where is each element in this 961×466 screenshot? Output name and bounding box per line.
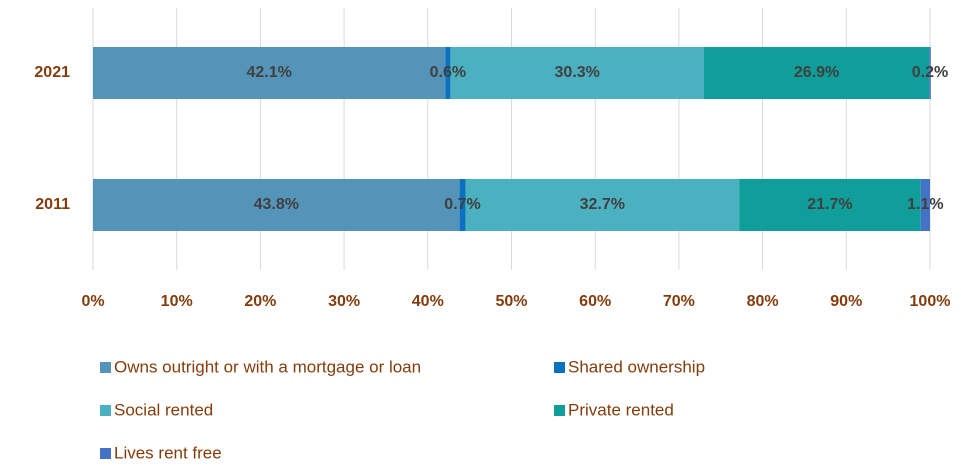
data-label: 0.2%	[912, 64, 948, 81]
bar-segment	[465, 179, 740, 231]
x-tick-label: 70%	[663, 293, 695, 310]
legend-swatch	[100, 448, 111, 459]
x-tick-label: 20%	[244, 293, 276, 310]
bar-segment	[93, 47, 446, 99]
data-label: 1.1%	[907, 196, 943, 213]
x-tick-label: 50%	[495, 293, 527, 310]
x-tick-label: 90%	[830, 293, 862, 310]
bar-segment	[450, 47, 705, 99]
category-label: 2011	[35, 196, 70, 213]
legend-swatch	[554, 405, 565, 416]
data-label: 21.7%	[807, 196, 852, 213]
legend-label: Owns outright or with a mortgage or loan	[114, 357, 421, 376]
x-tick-label: 0%	[81, 293, 104, 310]
data-label: 32.7%	[580, 196, 625, 213]
legend-swatch	[100, 362, 111, 373]
data-label: 43.8%	[254, 196, 299, 213]
x-tick-label: 100%	[910, 293, 951, 310]
data-label: 42.1%	[247, 64, 292, 81]
data-label: 26.9%	[794, 64, 839, 81]
x-tick-label: 30%	[328, 293, 360, 310]
x-tick-label: 80%	[747, 293, 779, 310]
bar-segment	[445, 47, 451, 99]
legend-label: Social rented	[114, 400, 213, 419]
bar-segment	[704, 47, 930, 99]
data-label: 0.7%	[444, 196, 480, 213]
bar-segment	[93, 179, 460, 231]
data-label: 30.3%	[555, 64, 600, 81]
bar-segment	[739, 179, 921, 231]
legend-swatch	[100, 405, 111, 416]
x-tick-label: 40%	[412, 293, 444, 310]
bar-segment	[920, 179, 930, 231]
bar-segment	[929, 47, 931, 99]
data-label: 0.6%	[430, 64, 466, 81]
x-tick-label: 10%	[161, 293, 193, 310]
x-tick-label: 60%	[579, 293, 611, 310]
legend-swatch	[554, 362, 565, 373]
category-label: 2021	[34, 64, 70, 81]
bar-segment	[459, 179, 466, 231]
legend-label: Private rented	[568, 400, 674, 419]
legend-label: Shared ownership	[568, 357, 705, 376]
legend-label: Lives rent free	[114, 443, 222, 462]
